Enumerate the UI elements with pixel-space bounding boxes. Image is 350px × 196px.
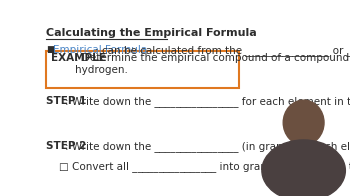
FancyBboxPatch shape xyxy=(47,51,239,88)
Text: □ Convert all ________________ into grams by assuming there are 100 grams of the: □ Convert all ________________ into gram… xyxy=(59,161,350,172)
Text: Empirical Formula: Empirical Formula xyxy=(53,45,147,55)
Ellipse shape xyxy=(262,140,345,196)
Text: STEP 1: STEP 1 xyxy=(47,96,87,106)
Text: Calculating the Empirical Formula: Calculating the Empirical Formula xyxy=(47,28,257,38)
Text: : Write down the ________________ for each element in the question.: : Write down the ________________ for ea… xyxy=(65,96,350,107)
Text: : Write down the ________________ (in grams) of each element given.: : Write down the ________________ (in gr… xyxy=(65,141,350,152)
Text: ■: ■ xyxy=(47,45,55,54)
Text: : Determine the empirical compound of a compound that is 57.47% sodium, 40.01% o: : Determine the empirical compound of a … xyxy=(75,53,350,74)
Text: STEP 2: STEP 2 xyxy=(47,141,87,151)
Text: EXAMPLE: EXAMPLE xyxy=(50,53,105,63)
Circle shape xyxy=(283,100,324,145)
Text: : can be calculated from the ________________ or ________________ of elements wi: : can be calculated from the ___________… xyxy=(95,45,350,56)
